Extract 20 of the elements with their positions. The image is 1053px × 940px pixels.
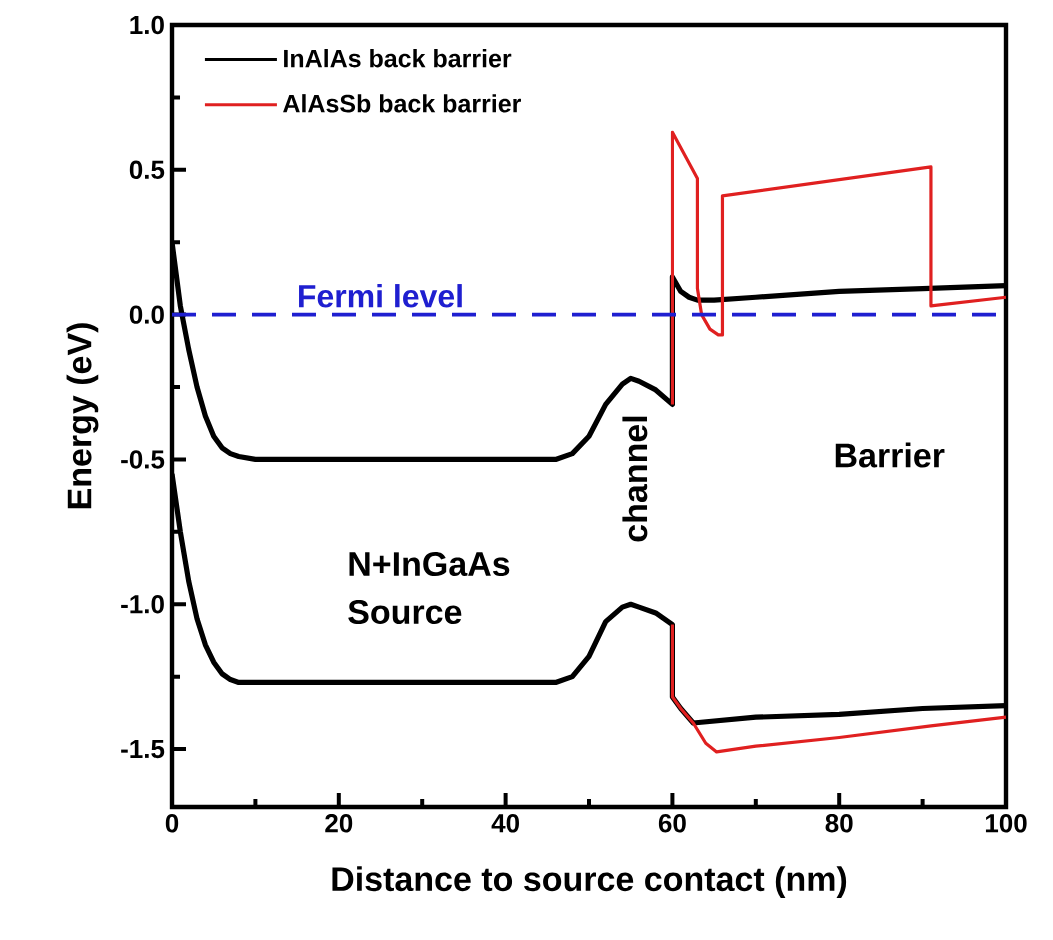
x-tick-label: 80: [825, 814, 853, 833]
x-tick-label: 20: [325, 814, 353, 833]
y-tick-label: -1.0: [121, 595, 164, 614]
legend-label: InAlAs back barrier: [284, 49, 512, 68]
x-tick-label: 100: [985, 814, 1027, 833]
y-axis-title: Energy (eV): [66, 323, 99, 509]
annotation: Barrier: [835, 442, 945, 468]
ref-line-label: Fermi level: [299, 284, 462, 308]
x-tick-label: 40: [491, 814, 519, 833]
y-tick-label: 0.5: [129, 160, 165, 179]
legend-label: AlAsSb back barrier: [283, 94, 521, 113]
y-tick-label: -0.5: [121, 450, 165, 469]
x-tick-label: 0: [165, 814, 179, 833]
annotation: N+InGaAs Source: [348, 551, 510, 625]
x-axis-title: Distance to source contact (nm): [332, 866, 847, 898]
x-tick-label: 60: [658, 814, 686, 833]
y-tick-label: -1.5: [121, 740, 165, 759]
y-tick-label: 1.0: [130, 15, 164, 35]
y-tick-label: 0.0: [129, 305, 164, 324]
annotation: channel: [622, 416, 648, 542]
